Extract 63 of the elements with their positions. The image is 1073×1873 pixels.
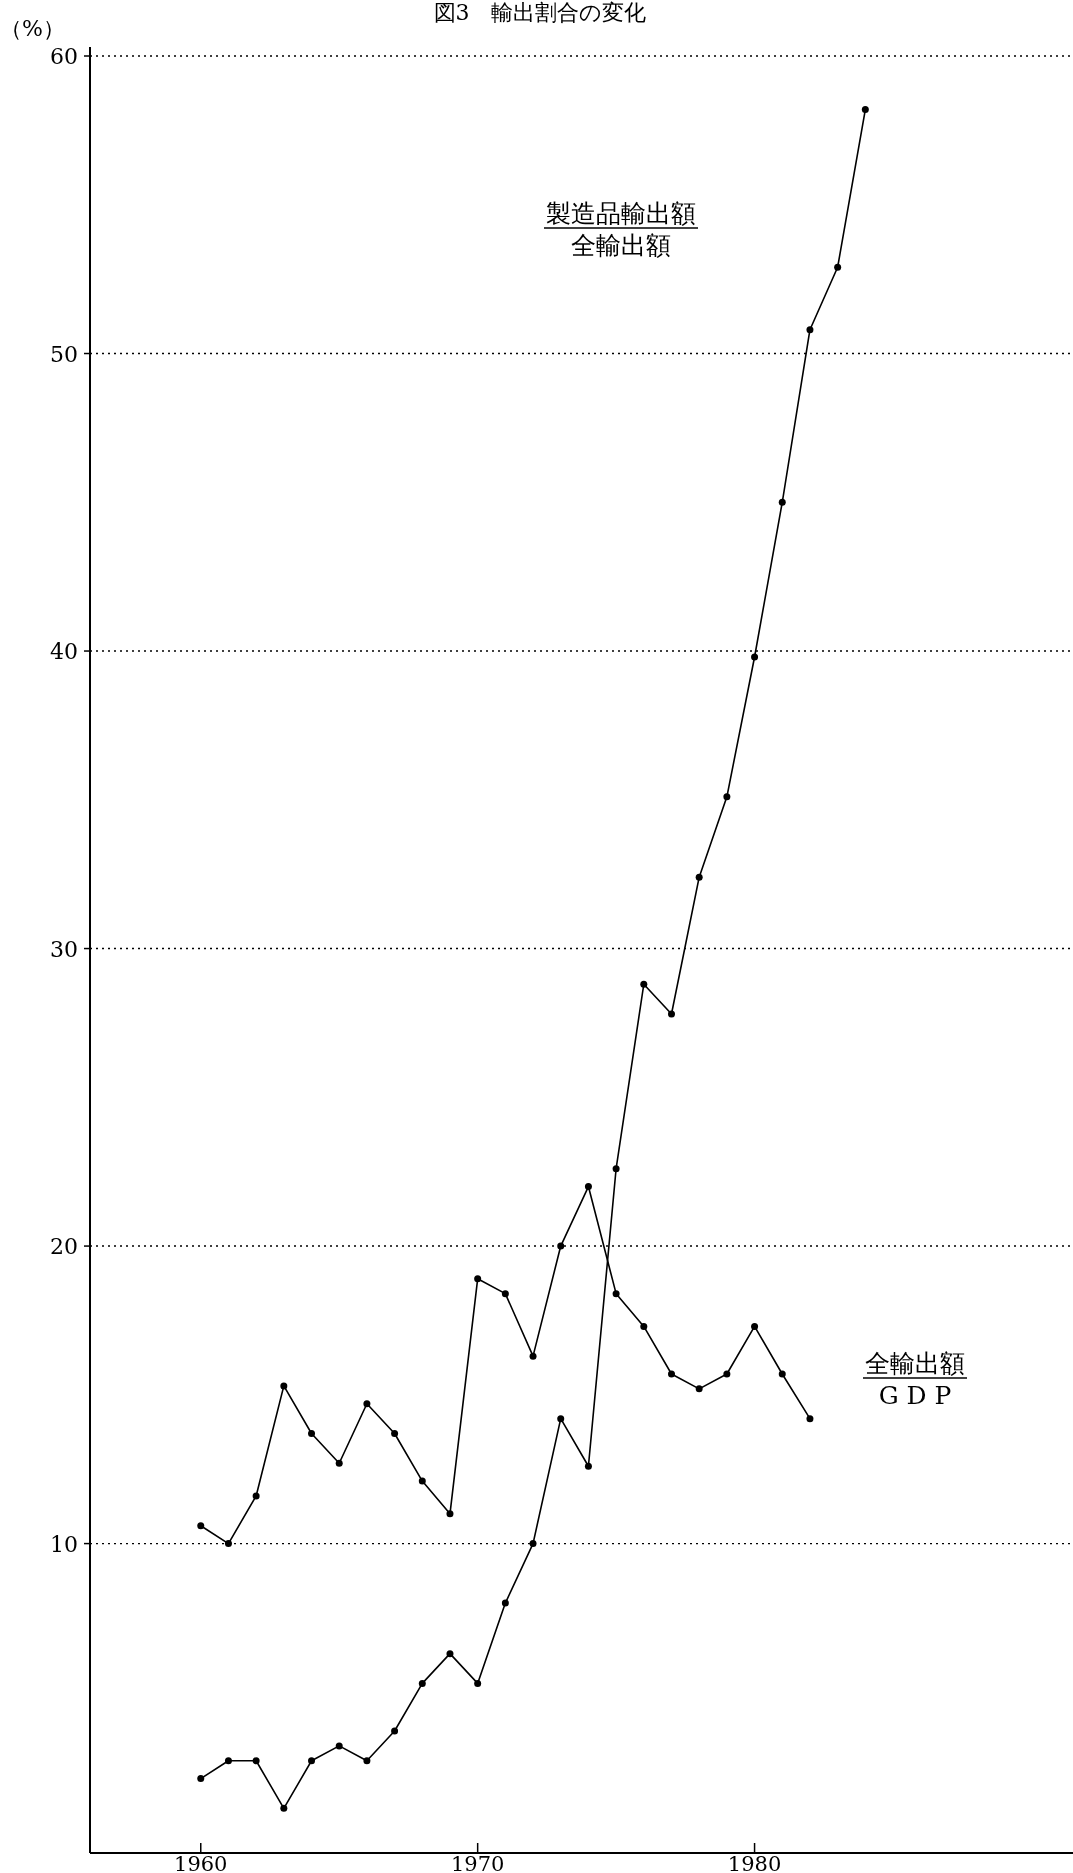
point — [474, 1679, 482, 1687]
point — [252, 1757, 260, 1765]
y-axis-title: （%） — [0, 16, 65, 41]
point — [252, 1492, 260, 1500]
annotation: 全輸出額 — [865, 1349, 965, 1378]
point — [778, 498, 786, 506]
point — [418, 1679, 426, 1687]
y-tick-label: 60 — [50, 44, 78, 69]
y-tick-label: 40 — [50, 639, 78, 665]
point — [584, 1183, 592, 1191]
point — [612, 1165, 620, 1173]
annotation: G D P — [878, 1381, 952, 1410]
point — [695, 873, 703, 881]
point — [197, 1522, 205, 1530]
point — [557, 1242, 565, 1250]
y-tick-label: 30 — [50, 936, 78, 962]
point — [280, 1382, 288, 1390]
point — [224, 1540, 232, 1548]
point — [861, 106, 869, 114]
point — [335, 1742, 343, 1750]
point — [640, 980, 648, 988]
point — [280, 1804, 288, 1812]
point — [723, 1370, 731, 1378]
point — [723, 793, 731, 801]
point — [501, 1599, 509, 1607]
point — [391, 1430, 399, 1437]
point — [640, 1322, 648, 1330]
x-tick-label: 1980 — [727, 1852, 782, 1873]
point — [695, 1385, 703, 1393]
point — [474, 1275, 482, 1283]
point — [529, 1540, 537, 1548]
point — [751, 653, 759, 661]
point — [557, 1415, 565, 1423]
point — [224, 1757, 232, 1765]
point — [778, 1370, 786, 1378]
point — [308, 1757, 316, 1765]
point — [363, 1757, 371, 1765]
point — [529, 1352, 537, 1360]
point — [501, 1290, 509, 1298]
point — [612, 1290, 620, 1298]
point — [751, 1322, 759, 1330]
point — [667, 1010, 675, 1018]
point — [446, 1510, 454, 1518]
y-tick-label: 10 — [50, 1531, 78, 1557]
x-tick-label: 1970 — [450, 1852, 505, 1873]
point — [391, 1727, 399, 1735]
point — [834, 263, 842, 271]
point — [197, 1775, 205, 1783]
annotation: 全輸出額 — [571, 231, 671, 260]
annotation: 製造品輸出額 — [546, 199, 696, 228]
point — [363, 1400, 371, 1408]
chart-title: 図3 輸出割合の変化 — [433, 0, 647, 25]
point — [584, 1462, 592, 1470]
y-tick-label: 20 — [50, 1234, 78, 1260]
point — [806, 326, 814, 334]
x-tick-label: 1960 — [174, 1852, 228, 1873]
point — [308, 1430, 316, 1437]
y-tick-label: 50 — [50, 341, 78, 367]
point — [446, 1650, 454, 1658]
point — [335, 1459, 343, 1467]
point — [418, 1477, 426, 1485]
point — [806, 1415, 814, 1423]
point — [667, 1370, 675, 1378]
